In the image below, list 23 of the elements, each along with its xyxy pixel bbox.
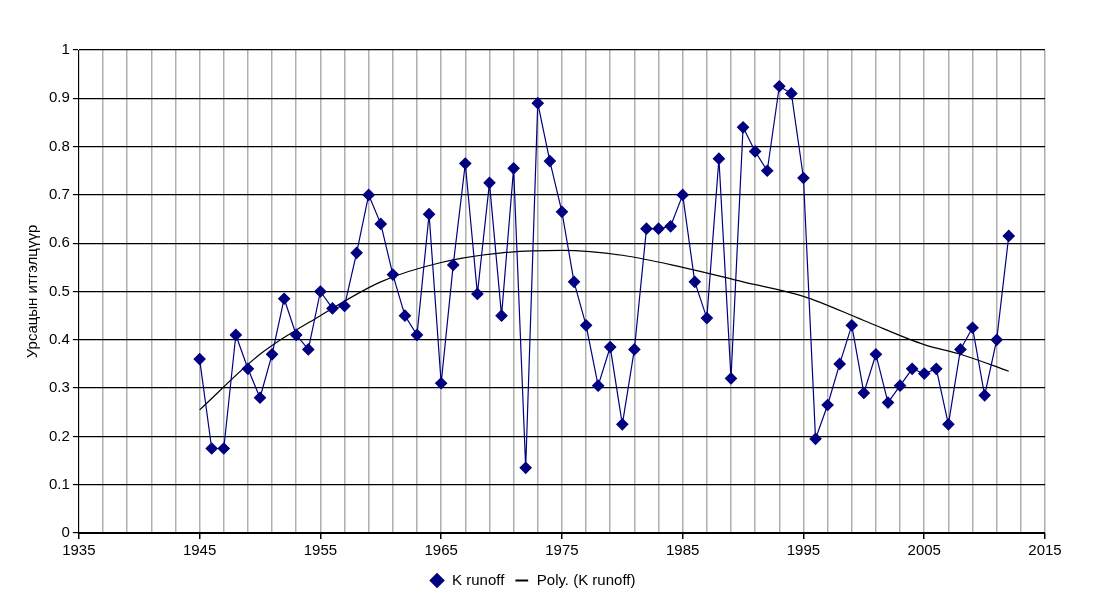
- x-tick-label: 1935: [62, 541, 96, 559]
- x-tick-label: 1985: [666, 541, 700, 559]
- x-tick-label: 1945: [182, 541, 217, 559]
- x-tick-label: 1995: [786, 541, 821, 559]
- y-axis-title: Урсацын итгэлцүүр: [23, 224, 41, 359]
- y-tick-label: 1: [61, 40, 70, 58]
- y-tick-label: 0: [61, 523, 70, 541]
- y-tick-label: 0.1: [48, 474, 70, 492]
- y-tick-label: 0.9: [48, 88, 70, 106]
- y-tick-label: 0.5: [48, 281, 70, 299]
- x-tick-label: 2015: [1028, 541, 1062, 559]
- y-tick-label: 0.6: [48, 233, 70, 251]
- y-tick-label: 0.3: [48, 378, 70, 396]
- y-tick-label: 0.2: [48, 426, 70, 444]
- x-tick-label: 2005: [907, 541, 941, 559]
- x-tick-label: 1965: [424, 541, 458, 559]
- x-tick-label: 1975: [545, 541, 579, 559]
- y-tick-label: 0.4: [48, 329, 70, 347]
- x-tick-label: 1955: [303, 541, 338, 559]
- y-tick-label: 0.7: [48, 185, 70, 203]
- legend-label: Poly. (K runoff): [536, 570, 636, 588]
- y-tick-label: 0.8: [48, 136, 70, 154]
- legend-label: K runoff: [452, 570, 506, 588]
